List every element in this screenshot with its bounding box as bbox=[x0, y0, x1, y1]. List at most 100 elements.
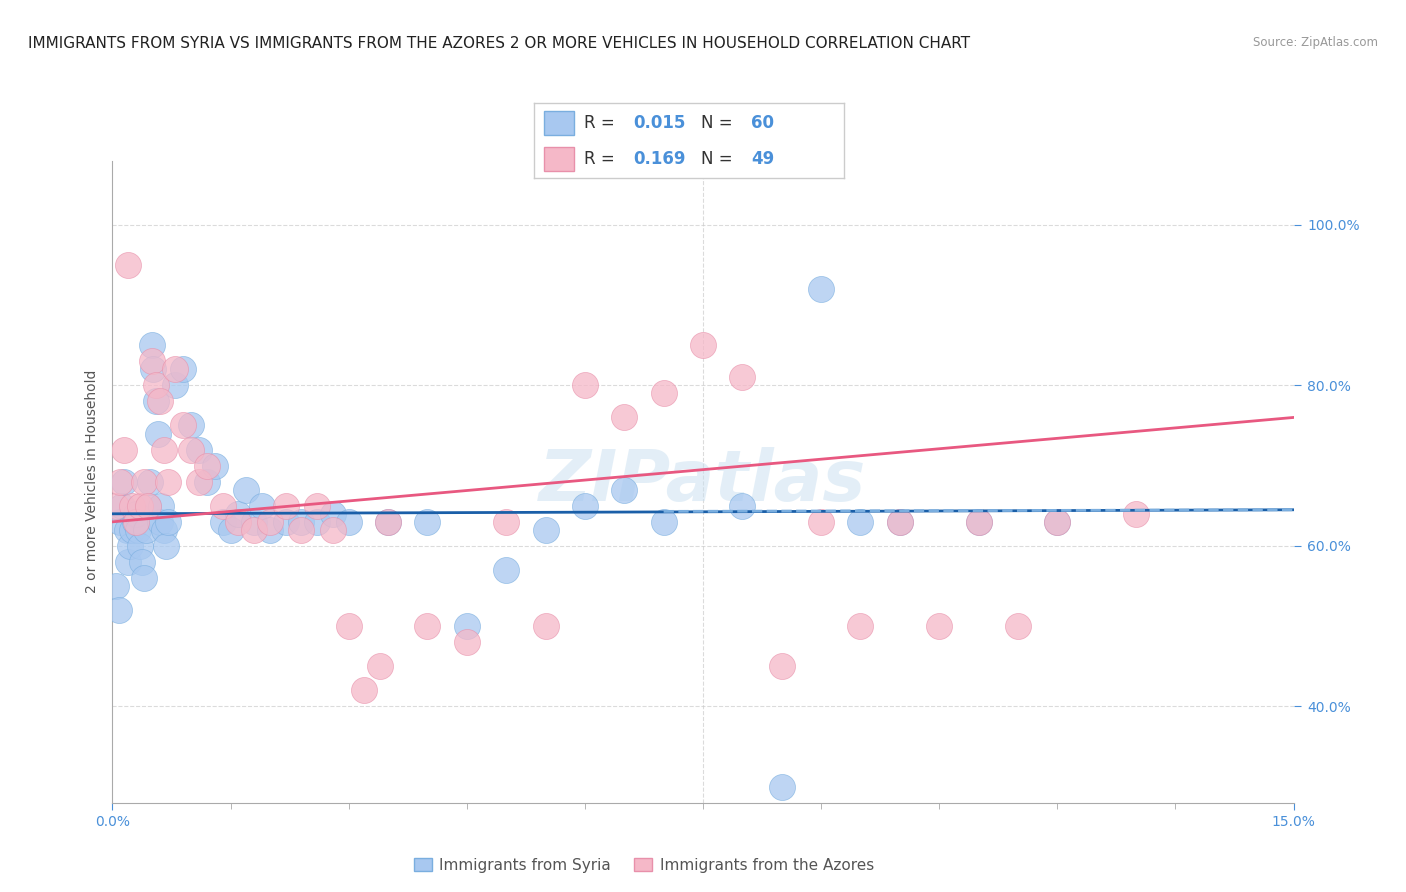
Point bbox=[652, 515, 675, 529]
Point bbox=[613, 410, 636, 425]
Text: 0.169: 0.169 bbox=[633, 150, 686, 168]
Point bbox=[141, 338, 163, 352]
Point bbox=[849, 619, 872, 633]
Point bbox=[165, 362, 187, 376]
Point bbox=[152, 523, 174, 537]
Point bbox=[146, 426, 169, 441]
Point bbox=[259, 523, 281, 537]
Point bbox=[149, 515, 172, 529]
Point bbox=[135, 523, 157, 537]
Point bbox=[112, 475, 135, 489]
Point bbox=[150, 499, 173, 513]
Y-axis label: 2 or more Vehicles in Household: 2 or more Vehicles in Household bbox=[84, 370, 98, 593]
Point bbox=[243, 523, 266, 537]
Point bbox=[889, 515, 911, 529]
Point bbox=[456, 619, 478, 633]
Point bbox=[731, 370, 754, 384]
Point bbox=[307, 499, 329, 513]
Text: 0.015: 0.015 bbox=[633, 114, 686, 132]
Point bbox=[1046, 515, 1069, 529]
Point bbox=[204, 458, 226, 473]
Point bbox=[353, 683, 375, 698]
Point bbox=[125, 515, 148, 529]
Point bbox=[118, 539, 141, 553]
Point bbox=[290, 523, 312, 537]
Point bbox=[132, 475, 155, 489]
Text: Source: ZipAtlas.com: Source: ZipAtlas.com bbox=[1253, 36, 1378, 49]
Point bbox=[1125, 507, 1147, 521]
Point bbox=[139, 475, 162, 489]
Point bbox=[211, 499, 233, 513]
Text: 60: 60 bbox=[751, 114, 773, 132]
Point bbox=[131, 555, 153, 569]
Point bbox=[889, 515, 911, 529]
Point bbox=[810, 515, 832, 529]
Point bbox=[307, 515, 329, 529]
Text: 49: 49 bbox=[751, 150, 775, 168]
Point bbox=[495, 515, 517, 529]
Point bbox=[274, 515, 297, 529]
FancyBboxPatch shape bbox=[544, 111, 575, 136]
Point bbox=[810, 282, 832, 296]
Point bbox=[156, 515, 179, 529]
Point bbox=[967, 515, 990, 529]
Point bbox=[290, 515, 312, 529]
Point bbox=[142, 362, 165, 376]
Point bbox=[105, 499, 128, 513]
Point bbox=[235, 483, 257, 497]
Point bbox=[456, 635, 478, 649]
Point bbox=[1046, 515, 1069, 529]
Point bbox=[125, 507, 148, 521]
Point bbox=[121, 499, 143, 513]
Point bbox=[152, 442, 174, 457]
Text: R =: R = bbox=[583, 150, 620, 168]
Point bbox=[250, 499, 273, 513]
Point bbox=[110, 515, 132, 529]
Point bbox=[195, 458, 218, 473]
Point bbox=[121, 523, 143, 537]
Text: R =: R = bbox=[583, 114, 620, 132]
Point bbox=[337, 619, 360, 633]
Point bbox=[172, 418, 194, 433]
Point bbox=[172, 362, 194, 376]
Point bbox=[112, 442, 135, 457]
Point bbox=[165, 378, 187, 392]
Point bbox=[127, 523, 149, 537]
Point bbox=[156, 475, 179, 489]
Point bbox=[195, 475, 218, 489]
Point bbox=[129, 539, 152, 553]
Point bbox=[652, 386, 675, 401]
Point bbox=[145, 378, 167, 392]
FancyBboxPatch shape bbox=[544, 146, 575, 171]
Point bbox=[967, 515, 990, 529]
Point bbox=[377, 515, 399, 529]
Point bbox=[534, 619, 557, 633]
Point bbox=[228, 507, 250, 521]
Point bbox=[692, 338, 714, 352]
Point bbox=[129, 499, 152, 513]
Point bbox=[322, 507, 344, 521]
Point bbox=[928, 619, 950, 633]
Point bbox=[534, 523, 557, 537]
Point bbox=[368, 659, 391, 673]
Point bbox=[849, 515, 872, 529]
Point bbox=[770, 780, 793, 794]
Point bbox=[180, 418, 202, 433]
Point bbox=[770, 659, 793, 673]
Point bbox=[110, 475, 132, 489]
Text: N =: N = bbox=[702, 150, 738, 168]
Point bbox=[117, 258, 139, 272]
Point bbox=[145, 394, 167, 409]
Point bbox=[132, 571, 155, 585]
Point bbox=[731, 499, 754, 513]
Point bbox=[180, 442, 202, 457]
Text: N =: N = bbox=[702, 114, 738, 132]
Point bbox=[107, 603, 129, 617]
Point bbox=[149, 394, 172, 409]
Point bbox=[141, 354, 163, 368]
Point bbox=[416, 515, 439, 529]
Point bbox=[377, 515, 399, 529]
Point bbox=[188, 442, 211, 457]
Point bbox=[211, 515, 233, 529]
Legend: Immigrants from Syria, Immigrants from the Azores: Immigrants from Syria, Immigrants from t… bbox=[408, 852, 880, 879]
